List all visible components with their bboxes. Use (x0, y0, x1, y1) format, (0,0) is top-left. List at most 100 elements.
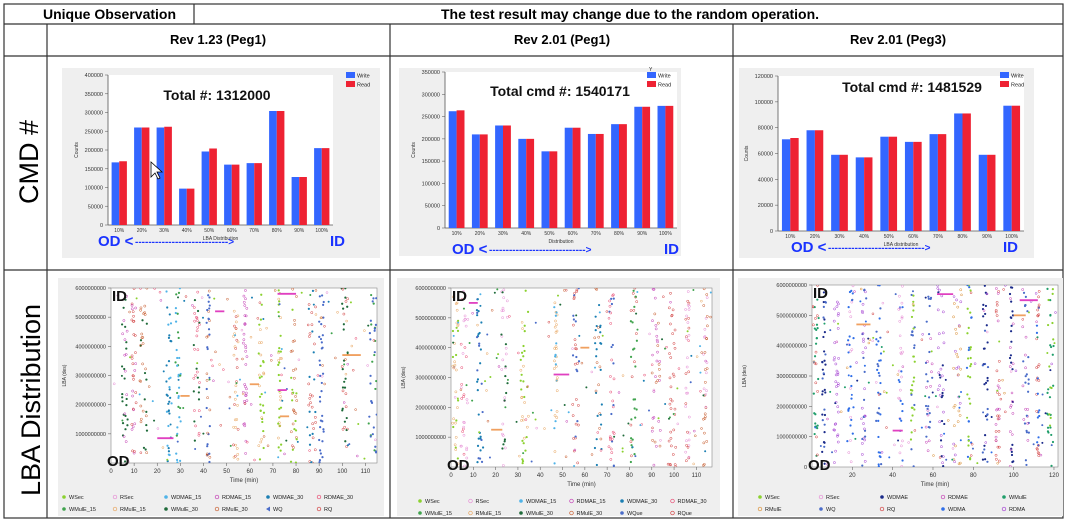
scatter-point (1026, 310, 1029, 313)
scatter-point (822, 372, 825, 375)
scatter-point (936, 405, 939, 409)
scatter-point (860, 417, 863, 421)
scatter-point (243, 304, 247, 307)
scatter-point (292, 391, 295, 394)
scatter-point (130, 302, 134, 306)
scatter-point (123, 412, 127, 416)
scatter-point (1014, 369, 1018, 373)
scatter-point (344, 392, 348, 396)
scatter-point (957, 462, 961, 466)
scatter-point (1011, 286, 1014, 289)
scatter-point (596, 431, 600, 434)
scatter-point (222, 368, 225, 371)
scatter-point (466, 318, 470, 321)
scatter-point (931, 391, 934, 394)
scatter-point (957, 409, 961, 413)
scatter-point (522, 442, 525, 445)
scatter-point (650, 371, 654, 375)
x-tick-label: 80% (957, 234, 968, 240)
scatter-point (291, 422, 295, 426)
scatter-point (244, 344, 247, 347)
bar-write (111, 162, 120, 225)
scatter-point (910, 393, 913, 396)
scatter-point (837, 322, 840, 325)
scatter-points (112, 288, 377, 463)
scatter-point (833, 307, 836, 311)
scatter-point (901, 439, 904, 443)
scatter-point (367, 324, 370, 327)
scatter-point (984, 381, 988, 384)
scatter-point (183, 299, 186, 302)
scatter-point (705, 293, 709, 296)
scatter-point (939, 367, 943, 371)
scatter-point (277, 359, 280, 362)
scatter-point (112, 382, 116, 386)
scatter-point (291, 448, 294, 451)
scatter-point (125, 329, 129, 333)
scatter-point (277, 363, 280, 366)
scatter-point (245, 306, 249, 310)
scatter-point (900, 465, 904, 467)
annotation-id: ID (813, 285, 828, 302)
scatter-point (687, 301, 691, 305)
scatter-point (1001, 378, 1004, 382)
scatter-point (523, 401, 526, 404)
x-tick-label: 80 (970, 473, 977, 479)
scatter-point (823, 331, 826, 334)
scatter-point (490, 309, 494, 312)
scatter-point (572, 297, 576, 301)
scatter-point (610, 297, 613, 300)
scatter-point (323, 382, 326, 386)
scatter-point (454, 390, 458, 394)
scatter-point (206, 443, 209, 446)
scatter-point (341, 386, 345, 389)
scatter-point (131, 394, 134, 398)
scatter-point (851, 298, 854, 301)
scatter-point (1036, 448, 1039, 451)
scatter-point (453, 396, 457, 399)
scatter-point (885, 391, 888, 394)
scatter-point (872, 336, 875, 339)
scatter-point (996, 292, 1000, 295)
scatter-point (462, 452, 466, 456)
scatter-point (847, 339, 850, 342)
scatter-point (319, 400, 322, 403)
scatter-point (652, 390, 656, 393)
scatter-point (925, 320, 928, 323)
scatter-point (899, 399, 902, 402)
scatter-point (308, 393, 312, 397)
scatter-point (1010, 450, 1013, 453)
scatter-point (522, 355, 525, 358)
scatter-point (997, 417, 1001, 421)
scatter-point (960, 390, 963, 393)
scatter-point (1053, 342, 1056, 345)
scatter-point (632, 289, 635, 292)
x-tick-label: 60 (930, 473, 937, 479)
scatter-point (169, 322, 173, 325)
scatter-point (1046, 323, 1050, 327)
scatter-point (913, 346, 916, 350)
legend-marker (569, 510, 574, 516)
scatter-point (627, 422, 630, 425)
scatter-point (674, 445, 678, 449)
scatter-point (1051, 353, 1054, 356)
scatter-point (836, 382, 840, 385)
scatter-point (985, 324, 988, 327)
scatter-point (344, 372, 348, 376)
scatter-point (116, 294, 120, 297)
scatter-point (621, 374, 625, 377)
scatter-point (969, 311, 972, 314)
x-tick-label: 100 (1009, 473, 1020, 479)
scatter-point (877, 340, 880, 343)
scatter-point (195, 329, 199, 333)
scatter-point (278, 300, 281, 303)
scatter-point (995, 287, 998, 290)
scatter-point (165, 290, 168, 293)
scatter-point (552, 367, 556, 370)
scatter-point (930, 350, 933, 353)
scatter-point (938, 373, 941, 377)
scatter-point (452, 365, 456, 369)
scatter-point (256, 317, 260, 320)
legend-label: WDMAE_30 (627, 499, 657, 505)
scatter-point (879, 451, 882, 454)
